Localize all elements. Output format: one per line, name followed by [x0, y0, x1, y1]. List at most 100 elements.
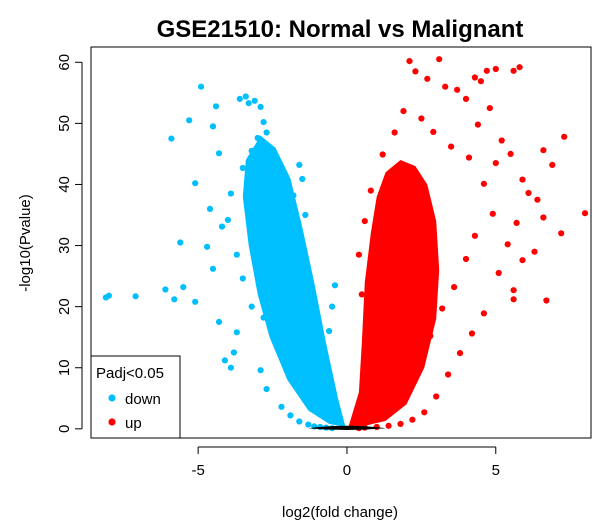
legend-label-up: up	[125, 415, 142, 432]
down-point	[221, 357, 228, 364]
down-point	[168, 135, 175, 142]
down-point	[192, 180, 199, 187]
up-point	[391, 129, 398, 136]
up-point	[498, 137, 505, 144]
up-point	[385, 422, 392, 429]
up-point	[510, 287, 517, 294]
up-point	[433, 393, 440, 400]
down-point	[239, 275, 246, 282]
down-point	[204, 243, 211, 250]
down-point	[263, 386, 270, 393]
down-point	[236, 95, 243, 102]
up-point	[471, 232, 478, 239]
y-tick-label: 60	[56, 54, 73, 71]
down-point	[227, 364, 234, 371]
up-point	[445, 371, 452, 378]
down-point	[186, 117, 193, 124]
up-point	[451, 284, 458, 291]
down-point	[302, 211, 309, 219]
up-point	[531, 248, 538, 255]
up-point	[519, 257, 526, 264]
x-tick-label: 0	[343, 462, 351, 479]
x-axis-label: log2(fold change)	[282, 504, 398, 521]
up-point	[540, 214, 547, 221]
legend-marker-down	[108, 394, 116, 402]
up-point	[492, 65, 499, 73]
up-point	[504, 241, 511, 248]
y-tick-label: 40	[56, 176, 73, 193]
down-point	[230, 349, 237, 356]
legend-box	[90, 355, 181, 439]
up-point	[519, 176, 526, 183]
density-cores	[242, 135, 440, 431]
down-point	[242, 93, 249, 100]
down-point	[278, 403, 285, 410]
up-point	[516, 64, 523, 71]
up-point	[474, 121, 481, 128]
down-point	[329, 303, 336, 310]
up-point	[480, 310, 487, 317]
up-point	[540, 147, 547, 154]
down-point	[233, 329, 240, 336]
up-point	[373, 423, 380, 431]
up-point	[421, 409, 428, 416]
up-point	[510, 296, 517, 303]
down-point	[192, 298, 199, 305]
down-point	[287, 412, 294, 419]
down-point	[215, 150, 223, 157]
legend: Padj<0.05 down up	[90, 355, 181, 439]
plot-frame	[90, 46, 592, 439]
y-tick-label: 50	[56, 115, 73, 132]
down-point	[248, 303, 255, 310]
y-tick-label: 0	[56, 425, 73, 433]
up-point	[543, 297, 550, 304]
up-point	[439, 305, 446, 312]
up-point	[492, 160, 499, 167]
down-point	[177, 239, 184, 246]
down-point	[209, 265, 217, 272]
down-point	[198, 83, 205, 90]
down-point	[263, 129, 270, 136]
down-point	[331, 282, 339, 289]
up-density-core	[348, 160, 440, 427]
up-point	[418, 115, 425, 122]
down-point	[326, 328, 333, 335]
up-point	[477, 78, 484, 85]
down-point	[180, 284, 187, 291]
up-point	[456, 350, 464, 357]
down-point	[227, 190, 234, 197]
up-point	[549, 161, 556, 168]
up-point	[355, 251, 362, 258]
up-point	[489, 210, 496, 217]
up-point	[558, 230, 565, 237]
down-point	[239, 164, 246, 172]
up-point	[448, 143, 455, 150]
up-point	[409, 416, 416, 423]
legend-label-down: down	[125, 391, 161, 408]
nonsignificant-points	[308, 425, 386, 431]
down-point	[251, 97, 258, 104]
up-point	[480, 180, 487, 187]
down-point	[257, 103, 264, 110]
down-point	[162, 286, 169, 293]
y-tick-label: 20	[56, 298, 73, 315]
y-tick-label: 30	[56, 237, 73, 254]
up-point	[483, 67, 490, 74]
y-axis: 0 10 20 30 40 50 60	[56, 54, 83, 433]
up-point	[486, 105, 493, 112]
up-point	[454, 86, 461, 93]
x-tick-label: 5	[492, 462, 500, 479]
up-point	[379, 151, 386, 158]
down-point	[260, 119, 267, 126]
down-point	[105, 292, 112, 299]
up-point	[513, 219, 520, 226]
down-point	[209, 123, 217, 130]
down-point	[206, 205, 214, 212]
down-point	[257, 367, 264, 374]
down-density-core	[242, 135, 346, 427]
legend-marker-up	[108, 418, 116, 426]
down-point	[215, 318, 223, 325]
down-point	[132, 293, 139, 300]
up-point	[495, 269, 502, 277]
